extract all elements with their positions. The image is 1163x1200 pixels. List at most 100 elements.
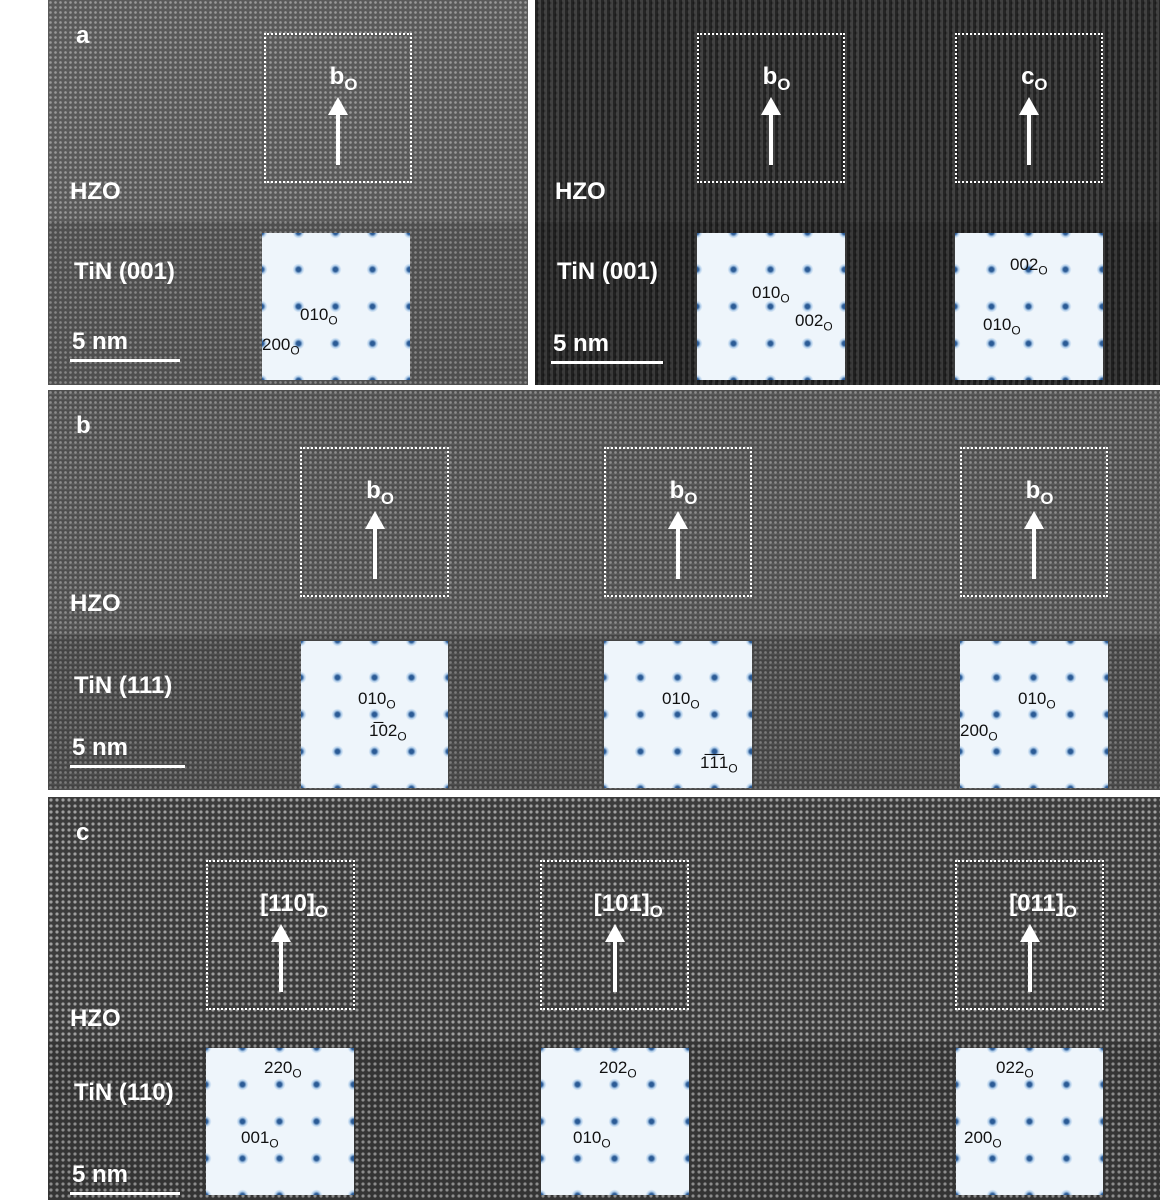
fft-inset: 202 O 010O xyxy=(541,1048,689,1195)
region-box: [011]O xyxy=(955,860,1104,1010)
layer-label-substrate: TiN (110) xyxy=(74,1079,174,1106)
direction-label: bO xyxy=(1026,477,1054,509)
fft-inset: 010O 200O xyxy=(960,641,1108,788)
fft-inset: 010O 1̅02O xyxy=(301,641,448,788)
fft-inset: 010O 002O xyxy=(697,233,845,380)
label-main: 001 xyxy=(241,1128,270,1147)
label-main: [110] xyxy=(260,890,315,917)
direction-arrow-icon xyxy=(1019,924,1040,992)
fft-inset: 220O 001O xyxy=(206,1048,354,1195)
label-main: 010 xyxy=(752,283,781,302)
layer-label-substrate: TiN (001) xyxy=(557,258,658,285)
region-box: bO xyxy=(300,447,449,597)
label-main: c xyxy=(1021,63,1035,90)
label-subscript: O xyxy=(1040,488,1054,508)
fft-spot-label: 200O xyxy=(960,721,998,743)
label-subscript: O xyxy=(292,1066,302,1081)
fft-spot-label: 200O xyxy=(964,1128,1002,1150)
scale-bar-label: 5 nm xyxy=(72,1161,129,1188)
label-subscript: O xyxy=(314,901,328,921)
direction-arrow-icon xyxy=(270,924,291,992)
label-subscript: O xyxy=(1034,74,1048,94)
label-subscript: O xyxy=(328,313,338,328)
fft-spot-label: 010O xyxy=(573,1128,611,1150)
direction-label: [101]O xyxy=(594,890,663,922)
fft-inset: 002 O 010O xyxy=(955,233,1103,380)
scale-bar xyxy=(70,1192,180,1195)
label-main: b xyxy=(762,63,778,90)
label-subscript: O xyxy=(290,343,300,358)
label-subscript: O xyxy=(728,761,738,776)
label-main: 1̅1̅1 xyxy=(700,753,729,772)
scale-bar-label: 5 nm xyxy=(72,328,129,355)
label-main: 200 xyxy=(964,1128,993,1147)
label-main: 002 xyxy=(795,311,824,330)
label-main: [101] xyxy=(593,890,650,917)
layer-label-substrate: TiN (001) xyxy=(74,258,175,285)
label-main: 202 xyxy=(599,1058,628,1077)
region-box: bO xyxy=(264,33,412,183)
label-main: 200 xyxy=(960,721,989,740)
scale-bar-label: 5 nm xyxy=(72,734,129,761)
panel-letter: b xyxy=(76,412,91,439)
label-main: 010 xyxy=(300,305,329,324)
label-main: 220 xyxy=(264,1058,293,1077)
fft-spot-label: 010O xyxy=(300,305,338,327)
fft-spot-label: 010O xyxy=(1018,689,1056,711)
fft-spot-label: 022O xyxy=(996,1058,1034,1080)
direction-label: [110]O xyxy=(260,890,328,922)
direction-arrow-icon xyxy=(1024,511,1044,579)
layer-label-hzo: HZO xyxy=(70,1005,121,1032)
direction-arrow-icon xyxy=(328,97,348,165)
label-subscript: O xyxy=(649,901,663,921)
direction-arrow-icon xyxy=(1019,97,1039,165)
label-subscript: O xyxy=(601,1136,611,1151)
label-main: b xyxy=(329,63,345,90)
panel-a-left: a HZO TiN (001) 5 nm bO 010O 200O xyxy=(48,0,528,385)
label-subscript: O xyxy=(684,488,698,508)
label-subscript: O xyxy=(1046,697,1056,712)
label-main: 1̅02 xyxy=(369,721,398,740)
label-subscript: O xyxy=(988,729,998,744)
fft-spot-label: 1̅1̅1O xyxy=(700,753,738,775)
label-main: 010 xyxy=(573,1128,602,1147)
label-subscript: O xyxy=(992,1136,1002,1151)
scale-bar-label: 5 nm xyxy=(553,330,610,357)
fft-spot-label: 220O xyxy=(264,1058,302,1080)
label-subscript: O xyxy=(380,488,394,508)
label-subscript: O xyxy=(1063,901,1077,921)
direction-arrow-icon xyxy=(604,924,625,992)
label-main: b xyxy=(1025,477,1041,504)
scale-bar xyxy=(70,359,180,362)
direction-arrow-icon xyxy=(668,511,688,579)
region-box: bO xyxy=(697,33,845,183)
label-subscript: O xyxy=(823,319,833,334)
label-subscript: O xyxy=(344,74,358,94)
label-main: 010 xyxy=(662,689,691,708)
panel-a-right: HZO TiN (001) 5 nm bO cO 010O 002O 002O 010O xyxy=(535,0,1160,385)
direction-label: bO xyxy=(763,63,791,95)
fft-spot-label: 010O xyxy=(983,315,1021,337)
label-subscript: O xyxy=(780,291,790,306)
label-subscript: O xyxy=(1024,1066,1034,1081)
direction-label: [011]O xyxy=(1009,890,1077,922)
direction-arrow-icon xyxy=(761,97,781,165)
label-subscript: O xyxy=(1011,323,1021,338)
panel-c: c HZO TiN (110) 5 nm [110]O [101]O [011]O 220O 0… xyxy=(48,797,1160,1200)
layer-label-hzo: HZO xyxy=(70,590,121,617)
panel-b: b HZO TiN (111) 5 nm bO bO bO 010O 1̅02O 010O 1̅1̅… xyxy=(48,390,1160,790)
label-main: 002 xyxy=(1010,255,1039,274)
fft-spot-label: 002O xyxy=(795,311,833,333)
direction-label: bO xyxy=(670,477,698,509)
region-box: bO xyxy=(604,447,752,597)
layer-label-hzo: HZO xyxy=(555,178,606,205)
label-subscript: O xyxy=(690,697,700,712)
fft-spot-label: 001O xyxy=(241,1128,279,1150)
label-main: 010 xyxy=(358,689,387,708)
region-box: [101]O xyxy=(540,860,689,1010)
region-box: [110]O xyxy=(206,860,355,1010)
label-subscript: O xyxy=(269,1136,279,1151)
fft-spot-label: 200O xyxy=(262,335,300,357)
direction-label: bO xyxy=(330,63,358,95)
